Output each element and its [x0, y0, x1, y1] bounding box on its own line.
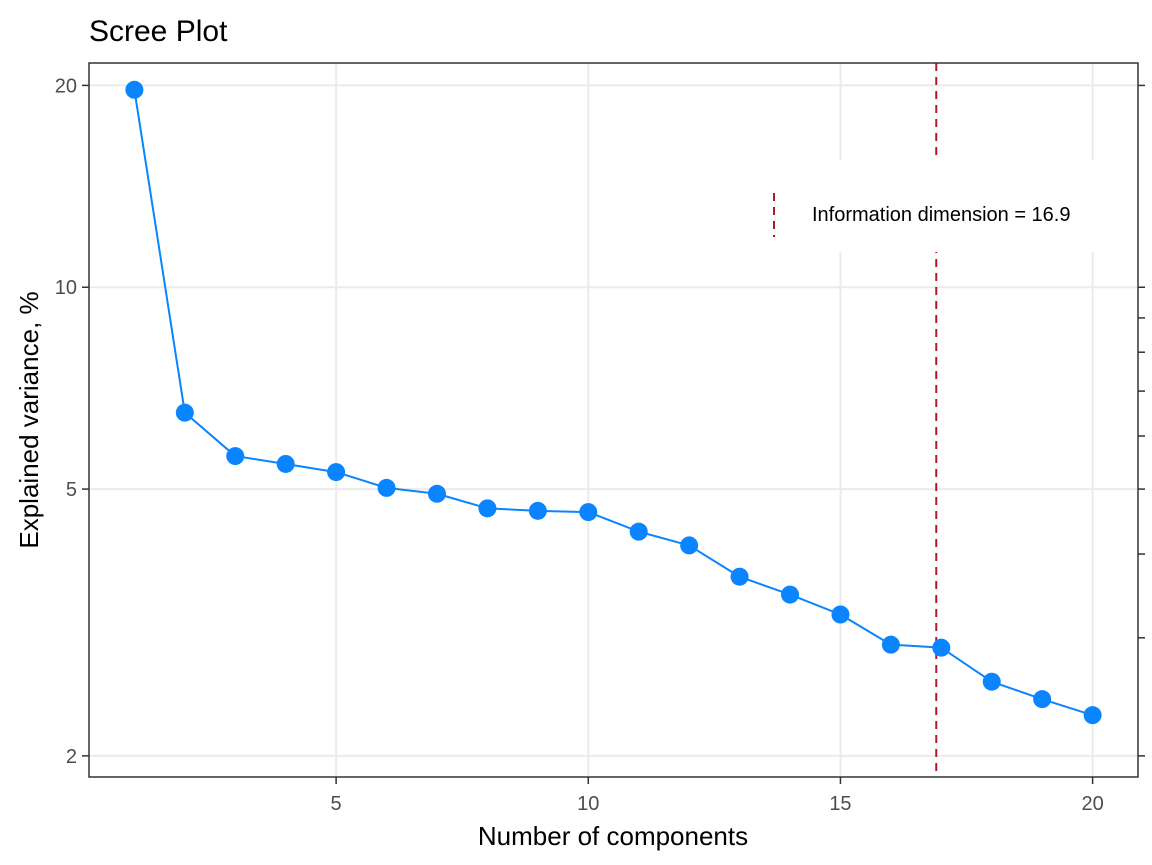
y-tick-label: 5	[66, 479, 77, 501]
data-point	[781, 585, 800, 604]
data-point	[932, 638, 951, 657]
series-layer	[125, 80, 1102, 725]
data-point	[579, 503, 598, 522]
y-axis-title: Explained variance, %	[14, 291, 44, 548]
chart-title: Scree Plot	[89, 15, 228, 48]
data-point	[982, 672, 1001, 691]
data-point	[881, 635, 900, 654]
panel-layer	[88, 62, 1139, 778]
legend-label: Information dimension = 16.9	[812, 204, 1071, 226]
data-point	[1033, 690, 1052, 709]
y-tick-label: 20	[55, 75, 77, 97]
y-tick-label: 10	[55, 277, 77, 299]
data-point	[730, 567, 749, 586]
data-point	[327, 463, 346, 482]
plot-panel-border	[88, 62, 1139, 778]
legend-layer: Information dimension = 16.9	[754, 160, 1118, 252]
data-point	[680, 536, 699, 555]
data-point	[629, 522, 648, 541]
y-tick-label: 2	[66, 746, 77, 768]
data-point	[478, 499, 497, 518]
x-tick-label: 15	[829, 793, 851, 815]
data-point	[377, 478, 396, 497]
data-point	[276, 454, 295, 473]
data-point	[1083, 706, 1102, 725]
data-point	[831, 605, 850, 624]
legend-box	[754, 160, 1118, 252]
x-tick-label: 5	[331, 793, 342, 815]
data-point	[427, 484, 446, 503]
data-point	[175, 403, 194, 422]
data-point	[125, 80, 144, 99]
data-point	[528, 501, 547, 520]
x-axis-title: Number of components	[478, 821, 748, 851]
x-tick-label: 20	[1081, 793, 1103, 815]
data-point	[226, 447, 245, 466]
x-tick-label: 10	[577, 793, 599, 815]
